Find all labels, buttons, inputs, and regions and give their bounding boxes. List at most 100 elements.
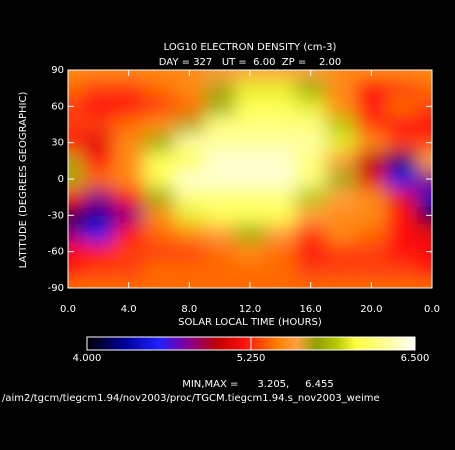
y-tick-label: 90 — [51, 65, 64, 76]
heatmap-cell — [386, 133, 418, 153]
heatmap-cell — [265, 278, 296, 288]
heatmap-cell — [68, 115, 84, 135]
heatmap-cell — [386, 169, 418, 189]
heatmap-cell — [234, 97, 266, 116]
heatmap-cell — [204, 224, 236, 244]
heatmap-cell — [204, 169, 236, 189]
colorbar-tick-label: 5.250 — [237, 353, 266, 364]
y-tick-label: -60 — [48, 247, 64, 258]
plot-area — [68, 70, 432, 288]
heatmap-cell — [234, 79, 266, 98]
heatmap-cell — [356, 188, 387, 207]
heatmap-cell — [143, 242, 175, 262]
heatmap-cell — [143, 115, 175, 135]
heatmap-cell — [113, 97, 145, 116]
heatmap-cell — [68, 151, 84, 171]
heatmap-cell — [174, 260, 205, 280]
heatmap-cell — [113, 224, 145, 244]
heatmap-cell — [204, 151, 236, 171]
heatmap-cell — [265, 224, 296, 244]
chart-subtitle: DAY = 327 UT = 6.00 ZP = 2.00 — [159, 57, 341, 68]
heatmap-cell — [174, 206, 205, 225]
heatmap-cell — [234, 133, 266, 153]
y-tick-label: 60 — [51, 101, 64, 112]
heatmap-cell — [113, 133, 145, 153]
heatmap-cell — [234, 169, 266, 189]
heatmap-cell — [386, 260, 418, 280]
heatmap-cell — [204, 242, 236, 262]
heatmap-cell — [325, 169, 357, 189]
heatmap-cell — [356, 115, 387, 135]
heatmap-cell — [83, 169, 114, 189]
heatmap-cell — [325, 97, 357, 116]
heatmap-cell — [386, 70, 418, 80]
heatmap-cell — [68, 169, 84, 189]
heatmap-cell — [68, 70, 84, 80]
heatmap-cell — [295, 151, 327, 171]
heatmap-cell — [83, 260, 114, 280]
heatmap-cell — [416, 115, 432, 135]
heatmap-cell — [83, 70, 114, 80]
heatmap-cell — [386, 242, 418, 262]
heatmap-cell — [143, 133, 175, 153]
heatmap-cell — [386, 188, 418, 207]
heatmap-cell — [143, 97, 175, 116]
x-tick-label: 0.0 — [424, 304, 440, 315]
heatmap-cell — [416, 206, 432, 225]
heatmap-cell — [234, 115, 266, 135]
heatmap-cell — [83, 206, 114, 225]
heatmap-cell — [295, 115, 327, 135]
heatmap-cell — [234, 206, 266, 225]
heatmap-cell — [295, 224, 327, 244]
heatmap-cell — [174, 97, 205, 116]
heatmap-cell — [68, 188, 84, 207]
heatmap-cell — [174, 151, 205, 171]
heatmap-cell — [174, 133, 205, 153]
heatmap-cell — [113, 188, 145, 207]
heatmap-cell — [174, 224, 205, 244]
heatmap-cell — [83, 97, 114, 116]
heatmap-cell — [204, 70, 236, 80]
heatmap-cell — [416, 169, 432, 189]
heatmap-cell — [265, 70, 296, 80]
heatmap-cell — [416, 133, 432, 153]
heatmap-cell — [386, 224, 418, 244]
heatmap-cell — [68, 278, 84, 288]
heatmap-cell — [113, 260, 145, 280]
heatmap-cell — [83, 188, 114, 207]
heatmap-cell — [325, 70, 357, 80]
heatmap-cell — [416, 278, 432, 288]
heatmap-cell — [68, 79, 84, 98]
x-axis-label: SOLAR LOCAL TIME (HOURS) — [178, 317, 322, 328]
x-tick-label: 4.0 — [121, 304, 137, 315]
heatmap-cell — [265, 133, 296, 153]
heatmap-cell — [356, 224, 387, 244]
heatmap-cell — [204, 278, 236, 288]
heatmap-cell — [265, 79, 296, 98]
heatmap-cell — [143, 260, 175, 280]
heatmap-cell — [295, 188, 327, 207]
heatmap-cell — [325, 206, 357, 225]
heatmap-cell — [386, 206, 418, 225]
heatmap-cell — [204, 260, 236, 280]
heatmap-cell — [295, 260, 327, 280]
heatmap-cell — [234, 224, 266, 244]
y-tick-label: 0 — [58, 174, 64, 185]
heatmap-cell — [83, 278, 114, 288]
heatmap-cell — [295, 242, 327, 262]
heatmap-cell — [386, 79, 418, 98]
heatmap-cell — [68, 97, 84, 116]
heatmap-cell — [174, 115, 205, 135]
y-tick-label: -30 — [48, 210, 64, 221]
file-path: /aim2/tgcm/tiegcm1.94/nov2003/proc/TGCM.… — [2, 393, 380, 404]
heatmap-cell — [356, 260, 387, 280]
heatmap-cell — [325, 188, 357, 207]
heatmap-cell — [386, 97, 418, 116]
heatmap-cell — [83, 115, 114, 135]
heatmap-cell — [325, 260, 357, 280]
heatmap-cell — [295, 97, 327, 116]
heatmap-cell — [83, 151, 114, 171]
heatmap-cell — [325, 224, 357, 244]
y-tick-label: 30 — [51, 138, 64, 149]
heatmap-cell — [416, 260, 432, 280]
